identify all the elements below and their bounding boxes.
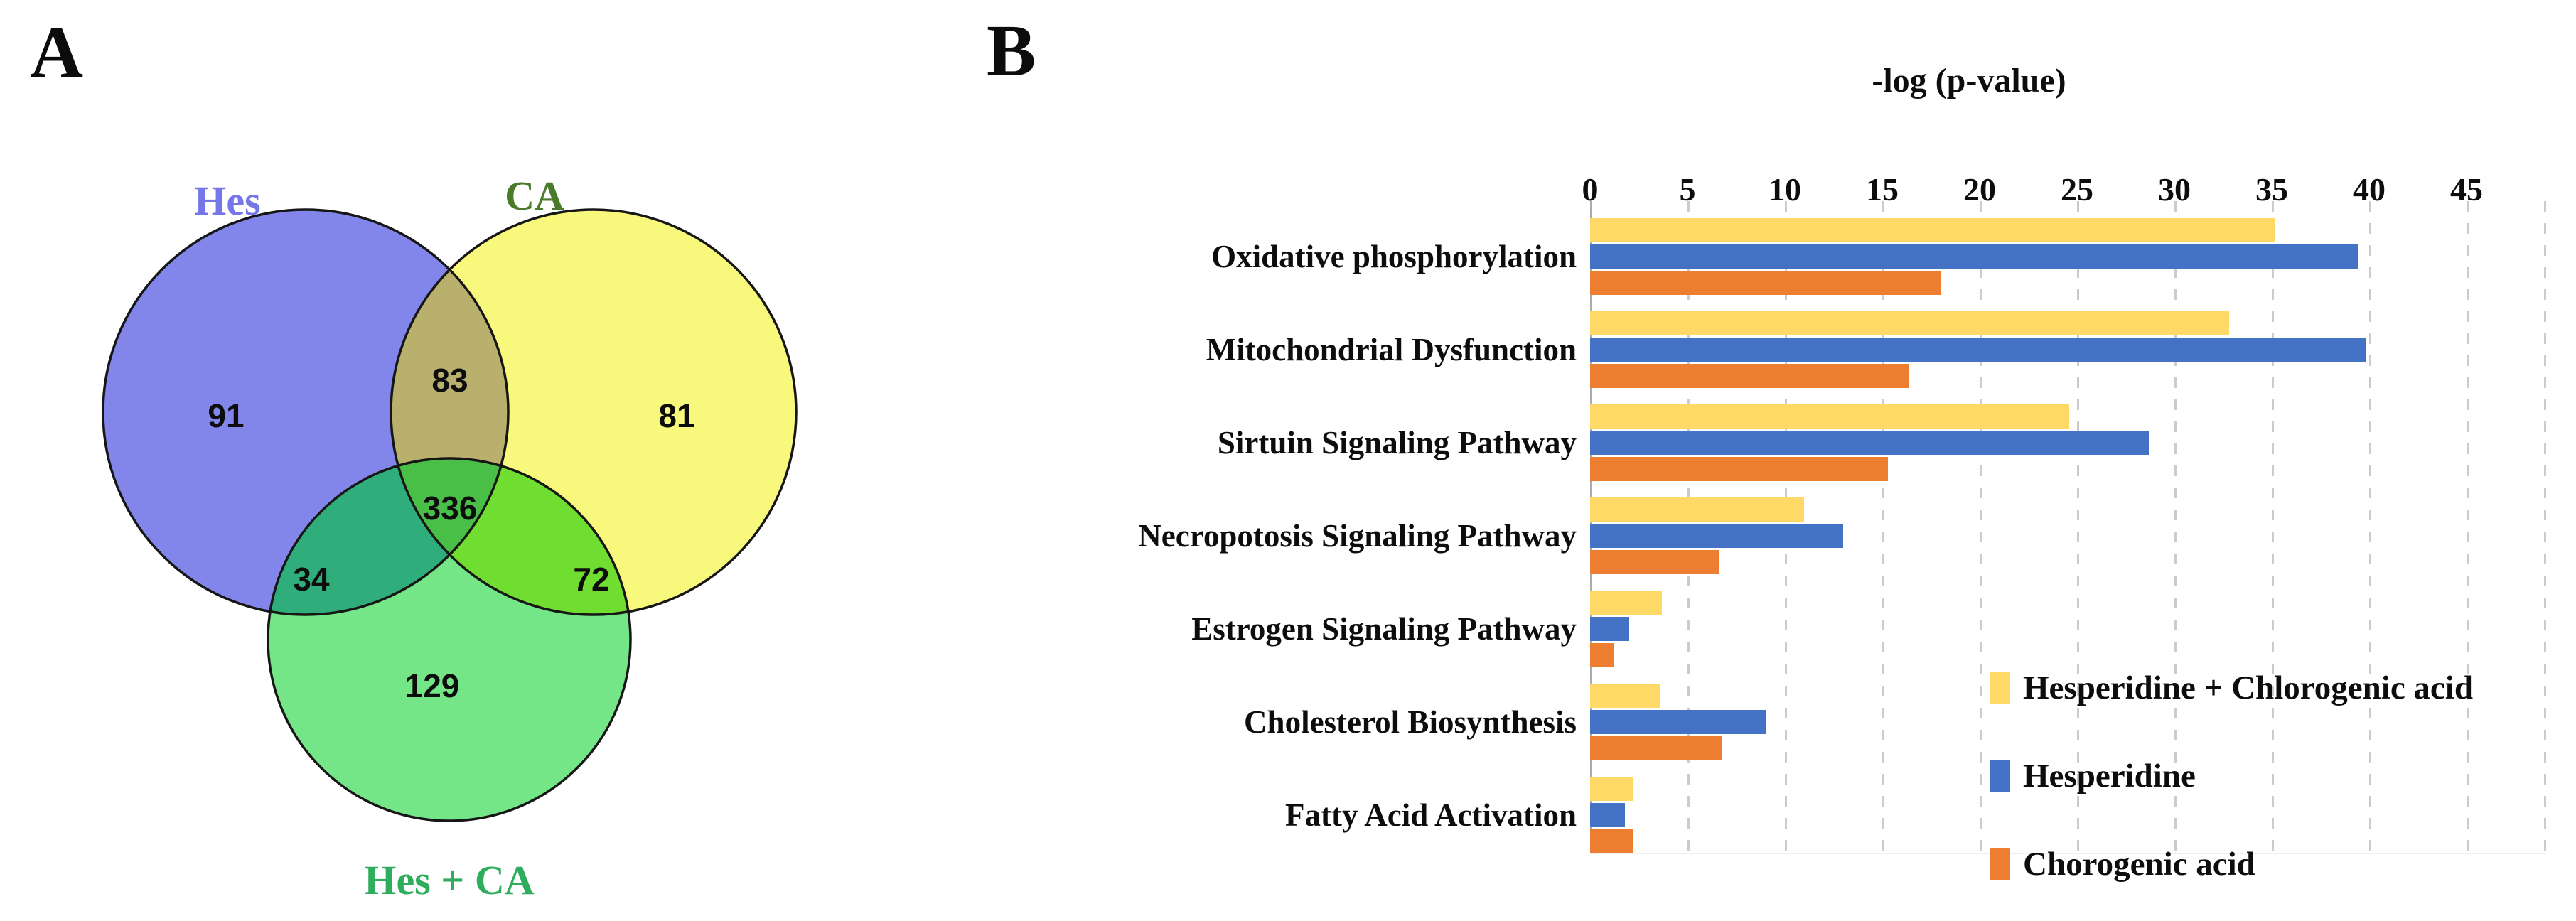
venn-label-ca: CA <box>505 173 564 219</box>
venn-hesca-outline <box>267 457 632 822</box>
legend-swatch-hesperidine-chlorogenic <box>1990 672 2010 704</box>
venn-count-ca-green: 72 <box>573 561 609 598</box>
venn-count-center: 336 <box>423 490 478 527</box>
legend-label: Hesperidine + Chlorogenic acid <box>2023 669 2473 706</box>
category-label: Estrogen Signaling Pathway <box>1191 611 1577 647</box>
category-label: Oxidative phosphorylation <box>1211 239 1577 274</box>
category-label: Fatty Acid Activation <box>1285 797 1577 833</box>
bar <box>1590 803 1626 827</box>
gridline <box>1980 201 1982 853</box>
legend-entry: Hesperidine + Chlorogenic acid <box>1990 668 2473 708</box>
gridline <box>1882 201 1884 853</box>
gridline <box>2369 201 2371 853</box>
bar <box>1590 617 1629 641</box>
legend-swatch-hesperidine <box>1990 760 2010 792</box>
bar <box>1590 710 1766 734</box>
bar-group <box>1590 218 2358 297</box>
bar-group <box>1590 497 1844 576</box>
bar <box>1590 497 1805 522</box>
venn-overlap-ca-green <box>391 458 630 615</box>
bar <box>1590 431 2150 455</box>
venn-count-ca-only: 81 <box>658 397 694 434</box>
panel-a-letter: A <box>30 11 84 93</box>
bar-chart-panel: -log (p-value) 0 5 10 15 20 25 30 35 40 45 Oxidat… <box>924 0 2576 921</box>
bar <box>1590 404 2070 429</box>
bar <box>1590 829 1633 853</box>
category-label: Cholesterol Biosynthesis <box>1244 704 1577 740</box>
venn-diagram: Hes CA Hes + CA 91 83 81 336 34 72 129 <box>102 173 798 903</box>
bar <box>1590 457 1889 481</box>
x-axis-tick: 0 <box>1582 171 1599 208</box>
gridline <box>2272 201 2274 853</box>
category-label: Necropotosis Signaling Pathway <box>1138 518 1577 554</box>
venn-count-hes-ca: 83 <box>431 362 468 399</box>
venn-hes-outline <box>102 208 510 616</box>
legend-entry: Hesperidine <box>1990 756 2196 796</box>
bar-group <box>1590 777 1633 856</box>
chart-title: -log (p-value) <box>1872 62 2066 99</box>
plot-area <box>1590 201 2546 854</box>
bar-group <box>1590 311 2366 390</box>
venn-count-hes-only: 91 <box>208 397 244 434</box>
bar-group <box>1590 591 1663 669</box>
gridline <box>2174 201 2177 853</box>
bar <box>1590 311 2229 335</box>
legend-entry: Chorogenic acid <box>1990 844 2255 884</box>
bar <box>1590 271 1941 295</box>
category-label: Mitochondrial Dysfunction <box>1206 332 1577 367</box>
venn-label-hesca: Hes + CA <box>364 857 534 903</box>
legend-label: Hesperidine <box>2023 758 2196 795</box>
bar-group <box>1590 684 1766 763</box>
venn-label-hes: Hes <box>194 178 260 224</box>
bar <box>1590 364 1910 388</box>
x-axis-tick: 5 <box>1679 171 1696 208</box>
panel-b-letter: B <box>987 10 1036 92</box>
category-label: Sirtuin Signaling Pathway <box>1217 425 1577 460</box>
bar <box>1590 684 1660 708</box>
venn-count-hes-green: 34 <box>293 561 330 598</box>
bar <box>1590 736 1723 760</box>
venn-count-green-only: 129 <box>405 667 460 704</box>
gridline <box>2467 201 2469 853</box>
bar <box>1590 643 1614 667</box>
legend-swatch-chorogenic <box>1990 848 2010 880</box>
bar-group <box>1590 404 2150 483</box>
bar <box>1590 524 1844 548</box>
venn-ca-outline <box>390 208 798 616</box>
legend-label: Chorogenic acid <box>2023 846 2255 883</box>
bar <box>1590 550 1719 574</box>
bar <box>1590 777 1633 801</box>
venn-overlap-hes-green <box>268 458 508 615</box>
gridline <box>2077 201 2079 853</box>
bar <box>1590 218 2276 242</box>
bar <box>1590 244 2358 269</box>
bar <box>1590 338 2366 362</box>
bar <box>1590 591 1663 615</box>
gridline-right-edge <box>2544 201 2546 853</box>
